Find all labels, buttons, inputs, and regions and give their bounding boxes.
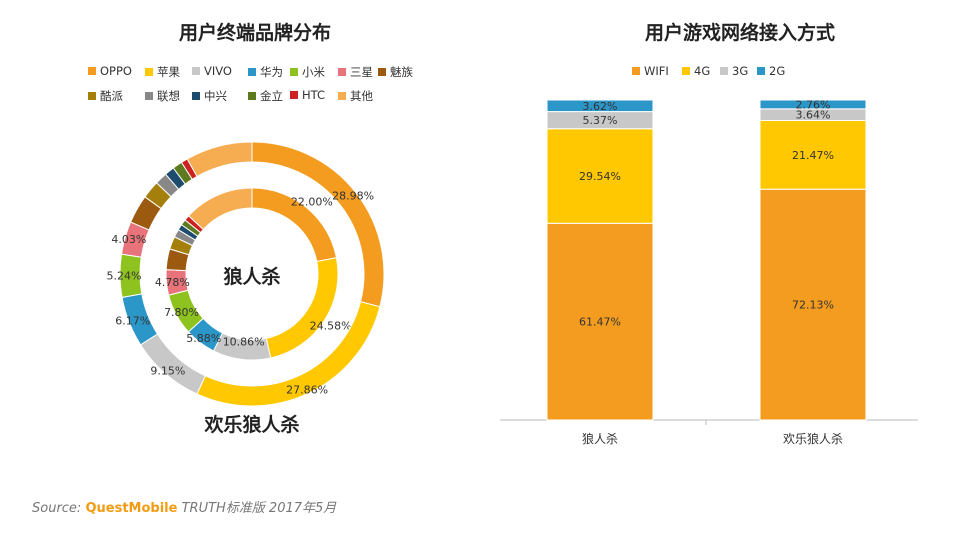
- inner-ring-label: 狼人杀: [223, 265, 280, 288]
- outer-ring-data-label: 4.03%: [111, 233, 146, 246]
- legend-item-10: 金立: [248, 88, 283, 104]
- inner-ring-data-label: 5.88%: [186, 332, 221, 345]
- bar-data-label: 21.47%: [792, 149, 834, 162]
- network-legend: WIFI 4G 3G 2G: [632, 64, 832, 82]
- legend-item-1: 苹果: [145, 64, 180, 80]
- legend-item-12: 其他: [338, 88, 373, 104]
- legend-item-8: 联想: [145, 88, 180, 104]
- legend-swatch: [682, 67, 690, 75]
- network-chart-title: 用户游戏网络接入方式: [644, 22, 835, 44]
- source-detail: TRUTH标准版 2017年5月: [181, 501, 337, 516]
- bar-data-label: 3.62%: [583, 100, 618, 113]
- inner-ring-data-label: 24.58%: [310, 320, 352, 333]
- network-legend-item-1: 4G: [682, 64, 710, 78]
- source-brand: QuestMobile: [85, 501, 178, 516]
- bar-segment-2g: [759, 99, 867, 110]
- legend-label: VIVO: [204, 64, 232, 78]
- bar-data-label: 61.47%: [579, 316, 621, 329]
- legend-swatch: [338, 68, 346, 76]
- legend-swatch: [757, 67, 765, 75]
- inner-ring-slice-12: [187, 187, 253, 231]
- legend-item-3: 华为: [248, 64, 283, 80]
- legend-label: 三星: [350, 65, 373, 79]
- legend-label: 魅族: [390, 65, 413, 79]
- bar-segment-wifi: [546, 222, 654, 421]
- legend-swatch: [632, 67, 640, 75]
- legend-item-7: 酷派: [88, 88, 123, 104]
- legend-label: 小米: [302, 65, 325, 79]
- legend-label: 中兴: [204, 89, 227, 103]
- legend-label: 苹果: [157, 65, 180, 79]
- legend-label: 华为: [260, 65, 283, 79]
- legend-item-4: 小米: [290, 64, 325, 80]
- legend-swatch: [378, 68, 386, 76]
- outer-ring-data-label: 27.86%: [286, 384, 328, 397]
- legend-swatch: [720, 67, 728, 75]
- legend-swatch: [88, 67, 96, 75]
- inner-ring-data-label: 22.00%: [291, 196, 333, 209]
- bar-segment-4g: [546, 128, 654, 224]
- legend-label: 酷派: [100, 89, 123, 103]
- legend-swatch: [192, 92, 200, 100]
- legend-item-6: 魅族: [378, 64, 413, 80]
- legend-label: WIFI: [644, 64, 669, 78]
- bar-data-label: 72.13%: [792, 299, 834, 312]
- legend-label: 3G: [732, 64, 749, 78]
- legend-label: HTC: [302, 88, 326, 102]
- legend-swatch: [192, 67, 200, 75]
- bar-segment-4g: [759, 119, 867, 190]
- outer-ring-data-label: 28.98%: [332, 189, 374, 202]
- legend-swatch: [290, 91, 298, 99]
- legend-label: 其他: [350, 89, 373, 103]
- legend-item-5: 三星: [338, 64, 373, 80]
- legend-label: OPPO: [100, 64, 132, 78]
- legend-swatch: [248, 68, 256, 76]
- outer-ring-data-label: 9.15%: [150, 364, 185, 377]
- inner-ring-data-label: 7.80%: [164, 306, 199, 319]
- legend-swatch: [290, 68, 298, 76]
- legend-label: 金立: [260, 89, 283, 103]
- bar-data-label: 5.37%: [583, 114, 618, 127]
- outer-ring-data-label: 5.24%: [107, 270, 142, 283]
- legend-label: 联想: [157, 89, 180, 103]
- legend-label: 2G: [769, 64, 786, 78]
- x-category-label: 狼人杀: [582, 431, 618, 446]
- legend-item-9: 中兴: [192, 88, 227, 104]
- bar-segment-wifi: [759, 188, 867, 421]
- legend-item-0: OPPO: [88, 64, 132, 78]
- bar-segment-2g: [546, 99, 654, 113]
- network-legend-item-3: 2G: [757, 64, 785, 78]
- outer-ring-label: 欢乐狼人杀: [203, 413, 299, 436]
- network-stacked-bar-chart: 61.47% 29.54% 5.37%3.62% 狼人杀 72.13% 21.47% 3.6…: [500, 98, 918, 446]
- brand-legend: OPPO 苹果 VIVO 华为 小米 三星 魅族酷派 联想 中兴 金立 HTC 其他: [88, 64, 448, 108]
- legend-swatch: [145, 92, 153, 100]
- legend-swatch: [145, 68, 153, 76]
- legend-swatch: [88, 92, 96, 100]
- bar-data-label: 29.54%: [579, 170, 621, 183]
- source-note: Source: QuestMobile TRUTH标准版 2017年5月: [32, 497, 336, 516]
- network-legend-item-2: 3G: [720, 64, 748, 78]
- inner-ring-data-label: 4.78%: [155, 276, 190, 289]
- x-category-label: 欢乐狼人杀: [783, 431, 843, 446]
- outer-ring-data-label: 6.17%: [115, 315, 150, 328]
- brand-chart-title: 用户终端品牌分布: [178, 22, 331, 44]
- legend-label: 4G: [694, 64, 711, 78]
- bar-data-label: 3.64%: [796, 109, 831, 122]
- network-legend-item-0: WIFI: [632, 64, 669, 78]
- legend-swatch: [338, 92, 346, 100]
- legend-item-11: HTC: [290, 88, 325, 102]
- brand-donut-chart: 22.00% 24.58% 10.86%5.88% 7.80% 4.78% 28.98% 2…: [107, 141, 385, 436]
- outer-ring-slice-12: [186, 141, 253, 178]
- legend-swatch: [248, 92, 256, 100]
- legend-item-2: VIVO: [192, 64, 232, 78]
- bar-data-label: 2.76%: [796, 98, 831, 111]
- inner-ring-data-label: 10.86%: [223, 335, 265, 348]
- source-prefix: Source:: [32, 501, 82, 516]
